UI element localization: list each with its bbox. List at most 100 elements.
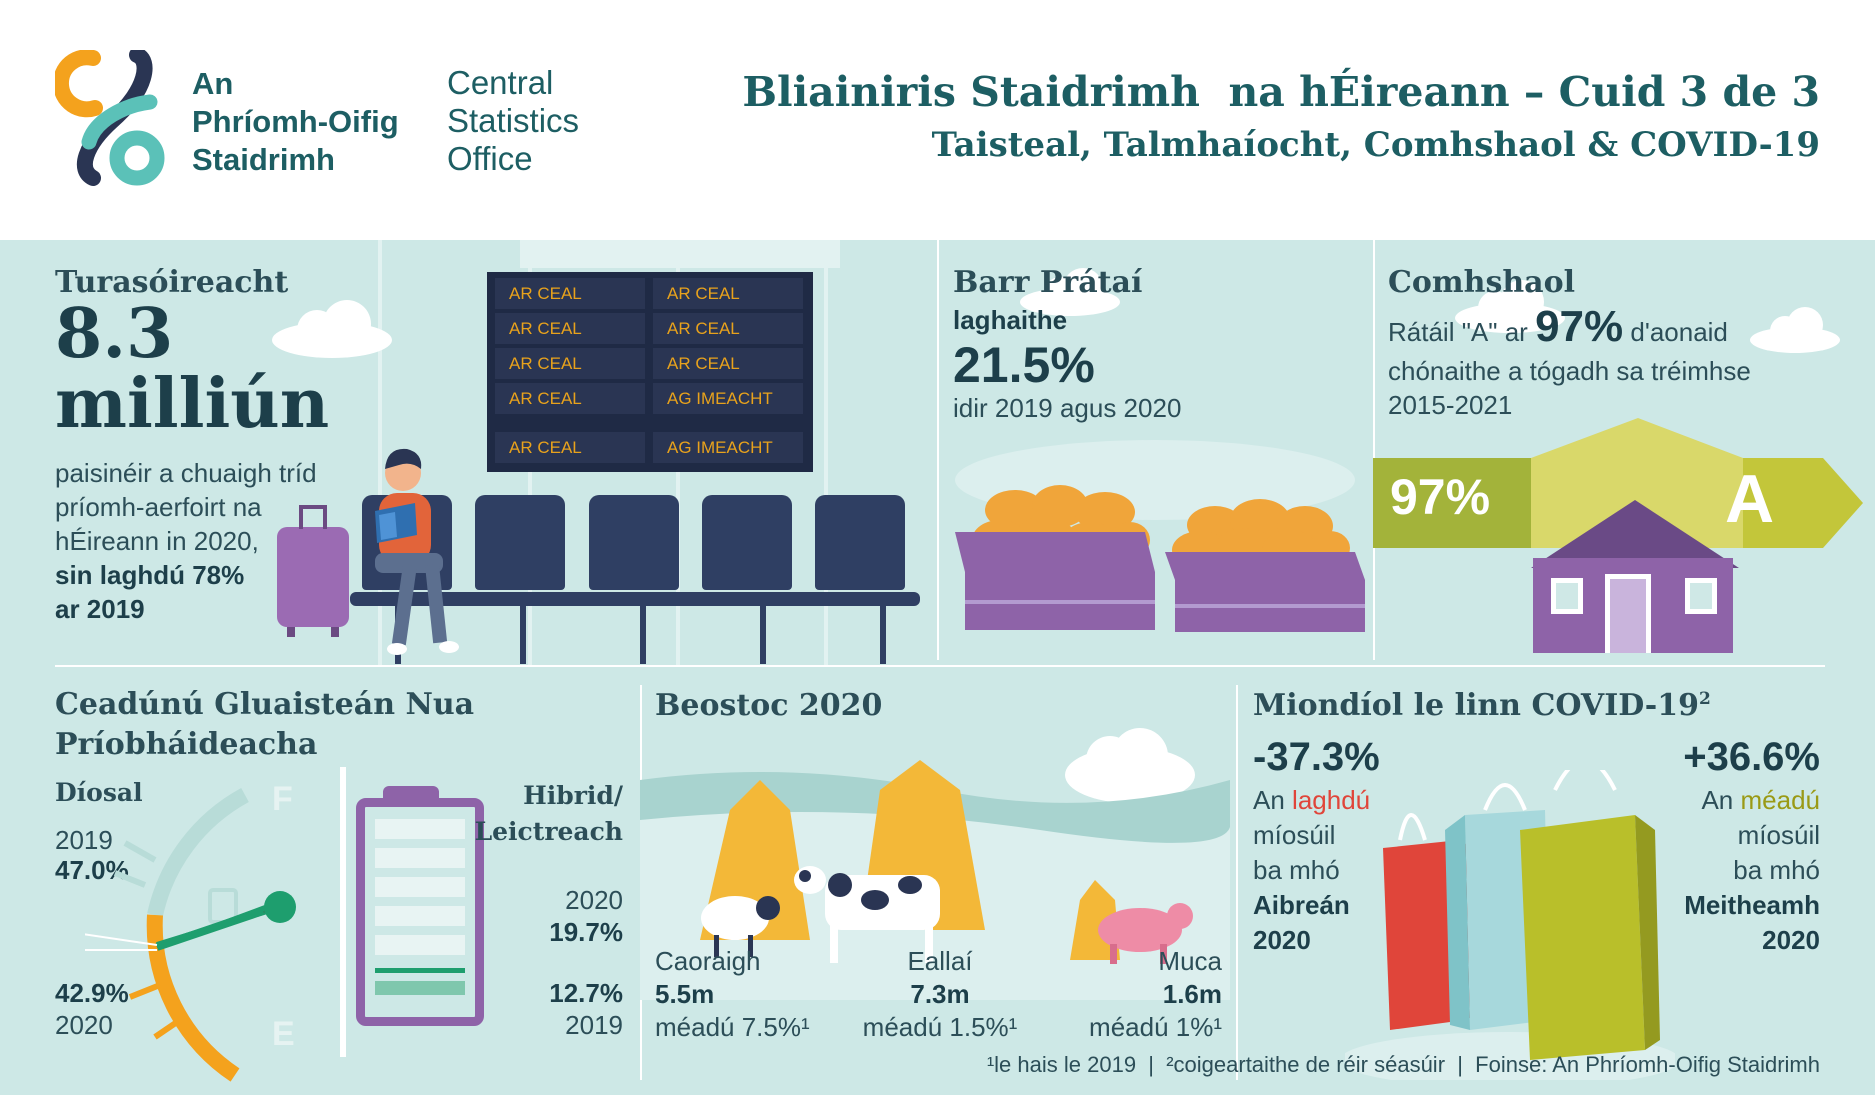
livestock-sheep: Caoraigh 5.5m méadú 7.5%¹	[655, 945, 810, 1044]
potatoes-sub: laghaithe	[953, 305, 1068, 335]
flight-status-cell: AR CEAL	[495, 313, 645, 344]
flight-status-cell: AG IMEACHT	[653, 432, 803, 463]
retail-heading: Miondíol le linn COVID-192	[1253, 688, 1711, 723]
retail-left-line: míosúil	[1253, 820, 1336, 850]
departure-board-bottom: AR CEAL AG IMEACHT	[487, 432, 813, 472]
column-divider	[937, 240, 939, 660]
org-en-line2: Statistics	[447, 102, 580, 139]
retail-increase-value: +36.6%	[1683, 735, 1820, 779]
seat-leg	[880, 606, 886, 664]
retail-increase-word: méadú	[1740, 785, 1821, 815]
environment-value: 97%	[1535, 302, 1624, 351]
flight-status-cell: AG IMEACHT	[653, 383, 803, 414]
livestock-change: méadú 1.5%¹	[862, 1012, 1018, 1042]
airport-seat	[815, 495, 905, 590]
cloud-icon	[1750, 307, 1840, 353]
org-name-english: Central Statistics Office	[447, 64, 579, 178]
window-frame	[824, 240, 828, 665]
battery-cell	[375, 935, 465, 955]
diesel-2019-year: 2019	[55, 825, 113, 855]
livestock-change: méadú 1%¹	[1089, 1012, 1222, 1042]
tourism-big-number: 8.3	[55, 294, 174, 374]
potatoes-heading: Barr Prátaí	[953, 265, 1143, 300]
airport-seat	[475, 495, 565, 590]
flight-status-cell: AR CEAL	[495, 383, 645, 414]
org-name-irish: An Phríomh-Oifig Staidrimh	[192, 65, 399, 179]
hybrid-2020-value: 19.7%	[549, 917, 623, 947]
retail-increase-desc: An méadú míosúil ba mhó Meitheamh 2020	[1684, 783, 1820, 958]
departure-board: AR CEAL AR CEAL AR CEAL AR CEAL AR CEAL …	[487, 272, 813, 432]
tourism-desc-line: paisinéir a chuaigh tríd	[55, 458, 317, 488]
tourism-desc-line: ar 2019	[55, 594, 145, 624]
org-en-line3: Office	[447, 140, 533, 177]
retail-right-month: Meitheamh	[1684, 890, 1820, 920]
tourism-desc-line: hÉireann in 2020,	[55, 526, 259, 556]
battery-level-2019	[375, 981, 465, 995]
diesel-2020-year: 2020	[55, 1010, 113, 1040]
farm-scene-icon	[640, 728, 1230, 1000]
hybrid-2019-year: 2019	[565, 1010, 623, 1040]
fuel-gauge-icon	[85, 787, 296, 1082]
cars-inner-divider	[340, 767, 346, 1057]
org-ga-line2: Phríomh-Oifig	[192, 104, 399, 139]
livestock-pigs: Muca 1.6m méadú 1%¹	[1089, 945, 1222, 1044]
livestock-heading: Beostoc 2020	[655, 688, 883, 723]
retail-left-line: ba mhó	[1253, 855, 1340, 885]
retail-right-pre: An	[1701, 785, 1734, 815]
environment-line1-pre: Rátáil "A" ar	[1388, 317, 1528, 347]
flight-status-cell: AR CEAL	[653, 348, 803, 379]
diesel-label: Díosal	[55, 778, 143, 807]
battery-cell	[375, 906, 465, 926]
tourism-desc-line: príomh-aerfoirt na	[55, 492, 262, 522]
potatoes-period: idir 2019 agus 2020	[953, 393, 1182, 423]
cars-heading-line2: Príobháideacha	[55, 727, 318, 762]
tourism-heading: Turasóireacht	[55, 265, 289, 300]
retail-heading-footnote: 2	[1699, 689, 1711, 709]
cso-logo-icon	[55, 50, 165, 186]
livestock-name: Caoraigh	[655, 946, 761, 976]
flight-status-cell: AR CEAL	[653, 313, 803, 344]
page-subtitle: Taisteal, Talmhaíocht, Comhshaol & COVID…	[931, 125, 1820, 165]
livestock-change: méadú 7.5%¹	[655, 1012, 810, 1042]
org-ga-line1: An	[192, 66, 234, 101]
environment-line2: chónaithe a tógadh sa tréimhse	[1388, 356, 1751, 386]
retail-right-line: míosúil	[1737, 820, 1820, 850]
diesel-2019-value: 47.0%	[55, 855, 129, 885]
retail-heading-text: Miondíol le linn COVID-19	[1253, 688, 1700, 723]
retail-right-line: ba mhó	[1733, 855, 1820, 885]
gauge-empty-label: E	[272, 1015, 295, 1053]
retail-decrease-desc: An laghdú míosúil ba mhó Aibreán 2020	[1253, 783, 1370, 958]
environment-line1: Rátáil "A" ar 97% d'aonaid	[1388, 302, 1728, 352]
environment-line1-post: d'aonaid	[1630, 317, 1728, 347]
banner-percent: 97%	[1390, 469, 1491, 525]
battery-terminal	[383, 786, 439, 800]
footer-note: ¹le hais le 2019 | ²coigeartaithe de réi…	[986, 1052, 1820, 1077]
cloud-icon	[272, 300, 392, 358]
retail-right-year: 2020	[1762, 925, 1820, 955]
battery-cell	[375, 877, 465, 897]
livestock-cattle: Eallaí 7.3m méadú 1.5%¹	[850, 945, 1030, 1044]
retail-left-year: 2020	[1253, 925, 1311, 955]
cars-heading-line1: Ceadúnú Gluaisteán Nua	[55, 687, 475, 722]
seat-leg	[640, 606, 646, 664]
hybrid-label-line2: Leictreach	[474, 817, 623, 846]
battery-icon	[356, 798, 484, 1026]
retail-decrease-word: laghdú	[1292, 785, 1371, 815]
retail-decrease-value: -37.3%	[1253, 735, 1380, 779]
livestock-value: 5.5m	[655, 979, 715, 1009]
window-frame	[520, 240, 840, 268]
column-divider	[1236, 685, 1238, 1080]
airport-seat	[589, 495, 679, 590]
cloud-icon	[1020, 268, 1120, 316]
livestock-name: Muca	[1158, 946, 1222, 976]
gauge-full-label: F	[272, 780, 293, 818]
potato-crates-icon	[955, 440, 1365, 632]
flight-status-cell: AR CEAL	[653, 278, 803, 309]
flight-status-cell: AR CEAL	[495, 432, 645, 463]
environment-line3: 2015-2021	[1388, 390, 1513, 420]
hybrid-2019-value: 12.7%	[549, 978, 623, 1008]
hybrid-label-line1: Hibrid/	[523, 781, 623, 810]
airport-seat	[702, 495, 792, 590]
infographic-body: Turasóireacht 8.3 milliún paisinéir a ch…	[0, 240, 1875, 1095]
energy-rating-banner	[1373, 418, 1863, 653]
